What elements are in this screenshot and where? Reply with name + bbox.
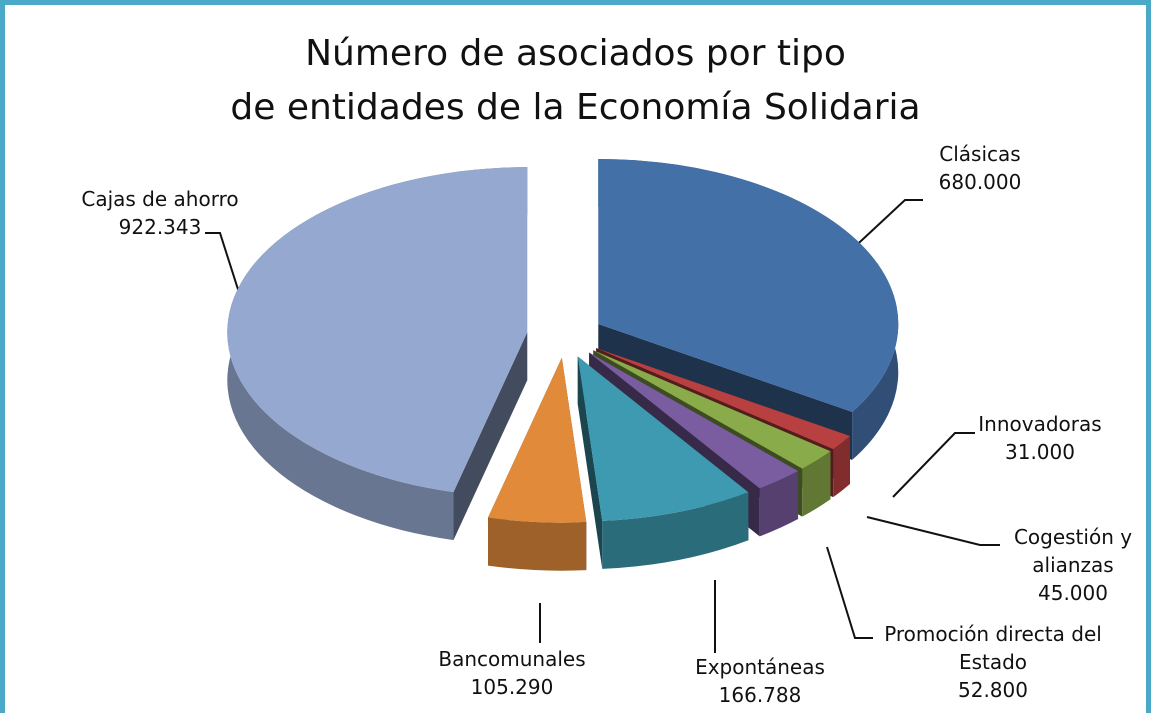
leader-line: [826, 546, 873, 639]
slice-wall: [802, 451, 831, 517]
value-label: 680.000: [938, 170, 1022, 194]
category-label: Innovadoras: [978, 412, 1102, 436]
slice-top: [589, 352, 799, 489]
category-label: Cajas de ahorro: [81, 187, 239, 211]
leader-line: [892, 432, 975, 498]
slice-top: [593, 350, 831, 469]
category-label: Expontáneas: [695, 655, 825, 679]
value-label: 922.343: [118, 215, 202, 239]
value-label: 31.000: [1005, 440, 1075, 464]
slice-top: [596, 348, 850, 450]
data-label: Cogestión y alianzas 45.000: [1003, 523, 1143, 607]
slice-wall: [602, 492, 749, 569]
pie-slice: [227, 167, 528, 541]
slice-wall: [488, 517, 587, 571]
category-label: Clásicas: [939, 142, 1021, 166]
slice-top: [488, 357, 587, 523]
value-label: 166.788: [718, 683, 802, 707]
data-label: Innovadoras 31.000: [940, 410, 1140, 466]
pie-slice: [577, 356, 749, 569]
data-label: Expontáneas 166.788: [660, 653, 860, 709]
slice-top: [577, 356, 749, 521]
chart-title: Número de asociados por tipo de entidade…: [230, 33, 921, 128]
pie-slice: [488, 357, 587, 571]
value-label: 52.800: [958, 678, 1028, 702]
data-label: Bancomunales 105.290: [412, 645, 612, 701]
category-label: Promoción directa del Estado: [884, 622, 1102, 674]
chart: [205, 158, 1000, 653]
slice-side: [453, 332, 528, 541]
value-label: 45.000: [1038, 581, 1108, 605]
leader-line: [205, 232, 244, 306]
slice-top: [598, 158, 899, 412]
data-label: Promoción directa del Estado 52.800: [883, 620, 1103, 704]
slice-wall: [833, 436, 850, 498]
value-label: 105.290: [470, 675, 554, 699]
slice-top: [227, 167, 528, 493]
category-label: Bancomunales: [438, 647, 586, 671]
category-label: Cogestión y alianzas: [1013, 525, 1133, 577]
data-label: Cajas de ahorro 922.343: [50, 185, 270, 241]
data-label: Clásicas 680.000: [880, 140, 1080, 196]
leader-line: [866, 516, 1000, 546]
slice-side: [577, 356, 603, 569]
slice-wall: [759, 471, 799, 537]
